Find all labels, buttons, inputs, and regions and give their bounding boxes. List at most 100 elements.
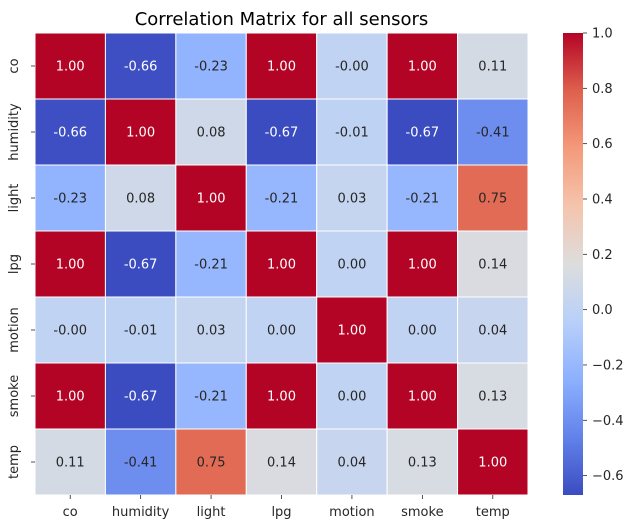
colorbar-tick-label: 1.0 bbox=[592, 27, 613, 42]
y-tick-label-co: co bbox=[7, 58, 22, 73]
heatmap-cell-labels: 1.00 -0.66 -0.23 1.00 -0.00 1.00 0.11 -0.66 1.00… bbox=[53, 60, 509, 471]
x-tick-label-humidity: humidity bbox=[112, 505, 170, 520]
colorbar-tick-label: 0.0 bbox=[592, 303, 613, 318]
heatmap-cell-label: 0.13 bbox=[408, 456, 437, 471]
x-tick-label-light: light bbox=[197, 505, 226, 520]
heatmap-cell-label: 0.03 bbox=[197, 324, 226, 339]
heatmap-cell-light-temp bbox=[457, 164, 529, 232]
heatmap-cell-lpg-temp bbox=[457, 230, 529, 298]
heatmap-cell-temp-light bbox=[175, 428, 247, 496]
heatmap-cell-label: -0.00 bbox=[335, 60, 369, 75]
colorbar: 1.0 0.8 0.6 0.4 0.2 0.0 −0.2 −0.4 −0.6 bbox=[563, 27, 624, 495]
heatmap-cell-label: 0.00 bbox=[337, 258, 366, 273]
heatmap-cell-co-lpg bbox=[245, 32, 318, 100]
heatmap-cell-smoke-humidity bbox=[104, 362, 177, 430]
heatmap-cell-light-lpg bbox=[245, 164, 318, 232]
heatmap-cell-smoke-lpg bbox=[245, 362, 318, 430]
colorbar-tick-label: −0.6 bbox=[592, 469, 624, 484]
heatmap-cell-label: 0.00 bbox=[408, 324, 437, 339]
heatmap-cell-label: 0.13 bbox=[478, 390, 507, 405]
heatmap-cell-label: -0.00 bbox=[53, 324, 87, 339]
colorbar-gradient bbox=[563, 33, 583, 495]
heatmap-cell-co-smoke bbox=[386, 32, 459, 100]
heatmap-cell-lpg-lpg bbox=[245, 230, 318, 298]
heatmap-cell-lpg-humidity bbox=[104, 230, 177, 298]
heatmap-cell-label: 0.04 bbox=[337, 456, 366, 471]
x-tick-label-smoke: smoke bbox=[401, 505, 443, 520]
heatmap-cell-label: 0.75 bbox=[478, 192, 507, 207]
heatmap-cell-label: -0.66 bbox=[124, 60, 158, 75]
colorbar-tick-label: −0.2 bbox=[592, 358, 624, 373]
heatmap-cell-label: 0.08 bbox=[197, 126, 226, 141]
heatmap-cell-smoke-temp bbox=[457, 362, 529, 430]
heatmap-cell-label: -0.23 bbox=[194, 60, 228, 75]
heatmap-cell-motion-light bbox=[175, 296, 247, 364]
heatmap-cell-label: 0.14 bbox=[478, 258, 507, 273]
heatmap-cell-humidity-motion bbox=[316, 98, 388, 166]
x-tick-label-motion: motion bbox=[329, 505, 375, 520]
heatmap-cell-label: -0.41 bbox=[124, 456, 158, 471]
heatmap-cell-motion-co bbox=[34, 296, 106, 364]
heatmap-cell-light-humidity bbox=[104, 164, 177, 232]
heatmap-cell-label: 1.00 bbox=[478, 456, 507, 471]
heatmap-cell-co-humidity bbox=[104, 32, 177, 100]
heatmap-cell-label: -0.23 bbox=[53, 192, 87, 207]
heatmap-cell-label: 1.00 bbox=[56, 390, 85, 405]
heatmap-cell-label: -0.66 bbox=[53, 126, 87, 141]
heatmap-cell-label: 0.08 bbox=[126, 192, 155, 207]
y-axis-tick-labels: co humidity light lpg motion smoke temp bbox=[7, 58, 35, 479]
heatmap-cell-label: 1.00 bbox=[126, 126, 155, 141]
heatmap-cell-smoke-light bbox=[175, 362, 247, 430]
colorbar-tick-label: −0.4 bbox=[592, 414, 624, 429]
heatmap-cell-label: -0.67 bbox=[406, 126, 440, 141]
heatmap-cell-label: -0.67 bbox=[124, 258, 158, 273]
chart-title: Correlation Matrix for all sensors bbox=[135, 9, 429, 30]
heatmap-cell-label: 0.00 bbox=[337, 390, 366, 405]
heatmap-cell-label: 1.00 bbox=[337, 324, 366, 339]
heatmap-cell-label: 1.00 bbox=[267, 60, 296, 75]
colorbar-tick-label: 0.6 bbox=[592, 137, 613, 152]
heatmap-cell-label: 1.00 bbox=[267, 258, 296, 273]
heatmap-cell-label: 1.00 bbox=[408, 60, 437, 75]
heatmap-cell-label: 0.75 bbox=[197, 456, 226, 471]
heatmap-cell-temp-temp bbox=[457, 428, 529, 496]
heatmap-cell-temp-co bbox=[34, 428, 106, 496]
x-tick-label-co: co bbox=[63, 505, 78, 520]
heatmap-cell-label: 1.00 bbox=[408, 258, 437, 273]
heatmap-cell-label: 0.04 bbox=[478, 324, 507, 339]
heatmap-cell-label: 0.00 bbox=[267, 324, 296, 339]
heatmap-cell-temp-motion bbox=[316, 428, 388, 496]
heatmap-cell-label: -0.21 bbox=[194, 390, 228, 405]
heatmap-cell-light-light bbox=[175, 164, 247, 232]
heatmap-cell-label: -0.21 bbox=[265, 192, 299, 207]
heatmap-cell-co-co bbox=[34, 32, 106, 100]
colorbar-tick-label: 0.8 bbox=[592, 82, 613, 97]
heatmap-cell-label: -0.67 bbox=[124, 390, 158, 405]
heatmap-cell-light-motion bbox=[316, 164, 388, 232]
heatmap-cell-label: 1.00 bbox=[197, 192, 226, 207]
heatmap-cell-label: -0.01 bbox=[335, 126, 369, 141]
heatmap-cell-label: 0.11 bbox=[56, 456, 85, 471]
y-tick-label-smoke: smoke bbox=[7, 375, 22, 417]
heatmap-cell-label: -0.21 bbox=[406, 192, 440, 207]
heatmap-cell-light-smoke bbox=[386, 164, 459, 232]
y-tick-label-light: light bbox=[7, 184, 22, 213]
heatmap-cell-smoke-co bbox=[34, 362, 106, 430]
colorbar-tick-label: 0.2 bbox=[592, 248, 613, 263]
heatmap-cell-lpg-smoke bbox=[386, 230, 459, 298]
heatmap-cell-label: -0.21 bbox=[194, 258, 228, 273]
heatmap-cell-label: 0.14 bbox=[267, 456, 296, 471]
heatmap-cell-humidity-temp bbox=[457, 98, 529, 166]
heatmap-cell-label: 1.00 bbox=[408, 390, 437, 405]
y-tick-label-motion: motion bbox=[7, 307, 22, 353]
heatmap-cell-label: -0.67 bbox=[265, 126, 299, 141]
y-tick-label-humidity: humidity bbox=[7, 103, 22, 161]
y-tick-label-lpg: lpg bbox=[7, 254, 22, 274]
y-tick-label-temp: temp bbox=[7, 445, 22, 479]
x-axis-tick-labels: co humidity light lpg motion smoke temp bbox=[63, 495, 510, 520]
heatmap-cell-co-light bbox=[175, 32, 247, 100]
heatmap-cell-label: 0.11 bbox=[478, 60, 507, 75]
heatmap-cell-smoke-motion bbox=[316, 362, 388, 430]
heatmap-cell-label: -0.01 bbox=[124, 324, 158, 339]
